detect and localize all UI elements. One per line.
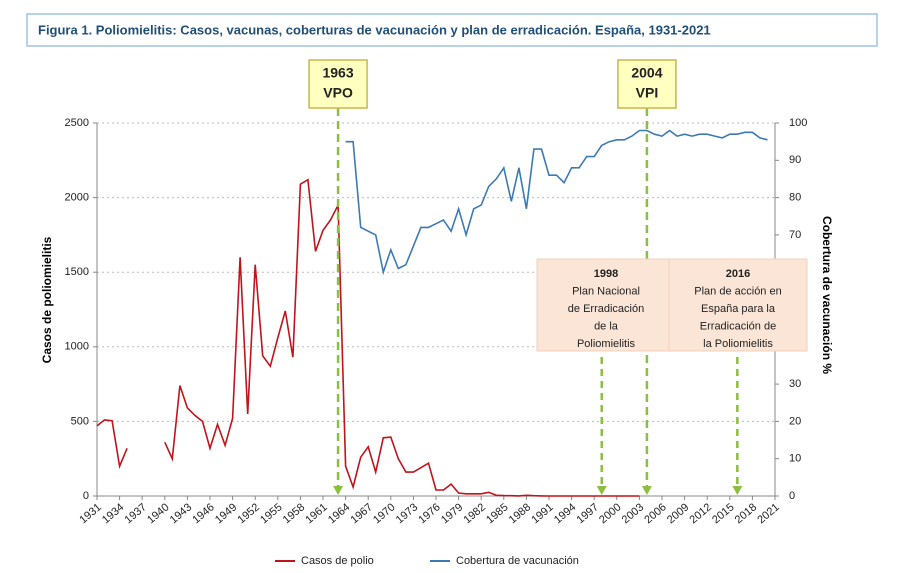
legend-label: Casos de polio <box>301 555 374 567</box>
data-line <box>96 178 640 497</box>
y2-tick-label: 30 <box>789 378 801 390</box>
annotation-text: VPO <box>323 85 353 101</box>
x-tick-label: 1958 <box>281 501 307 526</box>
x-tick-label: 1994 <box>552 501 578 526</box>
annotation-text: Erradicación de <box>700 320 776 332</box>
legend-label: Cobertura de vacunación <box>456 555 579 567</box>
annotation-text: 2016 <box>726 268 750 280</box>
annotation-box <box>668 258 808 352</box>
y2-tick-label: 20 <box>789 415 801 427</box>
x-tick-label: 1952 <box>236 501 262 526</box>
x-tick-label: 2012 <box>688 501 714 526</box>
annotation-text: 1998 <box>594 268 618 280</box>
data-line <box>345 129 768 276</box>
annotation-text: VPI <box>636 85 659 101</box>
x-tick-label: 1934 <box>100 501 126 526</box>
chart-title: Figura 1. Poliomielitis: Casos, vacunas,… <box>38 22 711 37</box>
annotation-box <box>536 258 676 352</box>
x-tick-label: 1937 <box>123 501 149 526</box>
annotation-arrow <box>333 486 344 495</box>
x-tick-label: 1931 <box>77 501 103 526</box>
annotation-text: de Erradicación <box>568 303 644 315</box>
y-tick-label: 1500 <box>65 266 89 278</box>
annotation-arrow <box>641 486 652 495</box>
x-tick-label: 1961 <box>303 501 329 526</box>
annotation-text: de la <box>594 320 619 332</box>
x-tick-label: 1949 <box>213 501 239 526</box>
annotation-text: Plan Nacional <box>572 285 640 297</box>
annotation-arrow <box>732 486 743 495</box>
y2-tick-label: 70 <box>789 229 801 241</box>
x-tick-label: 2000 <box>597 501 623 526</box>
y-tick-label: 2000 <box>65 192 89 204</box>
x-tick-label: 1946 <box>190 501 216 526</box>
title-box <box>26 13 878 47</box>
y2-tick-label: 0 <box>789 490 795 502</box>
y2-tick-label: 90 <box>789 154 801 166</box>
annotation-box <box>308 59 368 109</box>
y2-tick-label: 10 <box>789 453 801 465</box>
x-tick-label: 1997 <box>575 501 601 526</box>
annotation-text: 1963 <box>322 65 353 81</box>
y-tick-label: 0 <box>83 490 89 502</box>
y-tick-label: 1000 <box>65 341 89 353</box>
annotation-box <box>617 59 677 109</box>
x-tick-label: 1976 <box>416 501 442 526</box>
x-tick-label: 2015 <box>710 501 736 526</box>
annotation-text: 2004 <box>631 65 662 81</box>
x-tick-label: 1982 <box>462 501 488 526</box>
x-tick-label: 2003 <box>620 501 646 526</box>
x-tick-label: 2006 <box>642 501 668 526</box>
y-axis-label: Casos de poliomielitis <box>40 236 54 363</box>
annotation-text: la Poliomielitis <box>703 338 773 350</box>
x-tick-label: 1985 <box>484 501 510 526</box>
x-tick-label: 1940 <box>145 501 171 526</box>
x-tick-label: 1988 <box>507 501 533 526</box>
y2-tick-label: 80 <box>789 192 801 204</box>
x-tick-label: 2018 <box>733 501 759 526</box>
x-tick-label: 2021 <box>755 501 781 526</box>
x-tick-label: 2009 <box>665 501 691 526</box>
x-tick-label: 1973 <box>394 501 420 526</box>
x-tick-label: 1955 <box>258 501 284 526</box>
x-tick-label: 1964 <box>326 501 352 526</box>
x-tick-label: 1979 <box>439 501 465 526</box>
annotation-text: España para la <box>701 303 776 315</box>
x-tick-label: 1970 <box>371 501 397 526</box>
x-tick-label: 1991 <box>529 501 555 526</box>
annotation-arrow <box>596 486 607 495</box>
y2-axis-label: Cobertura de vacunación % <box>820 216 834 374</box>
y-tick-label: 2500 <box>65 117 89 129</box>
annotation-text: Poliomielitis <box>577 338 636 350</box>
annotation-text: Plan de acción en <box>694 285 781 297</box>
x-tick-label: 1967 <box>349 501 375 526</box>
y2-tick-label: 100 <box>789 117 807 129</box>
y-tick-label: 500 <box>71 415 89 427</box>
x-tick-label: 1943 <box>168 501 194 526</box>
